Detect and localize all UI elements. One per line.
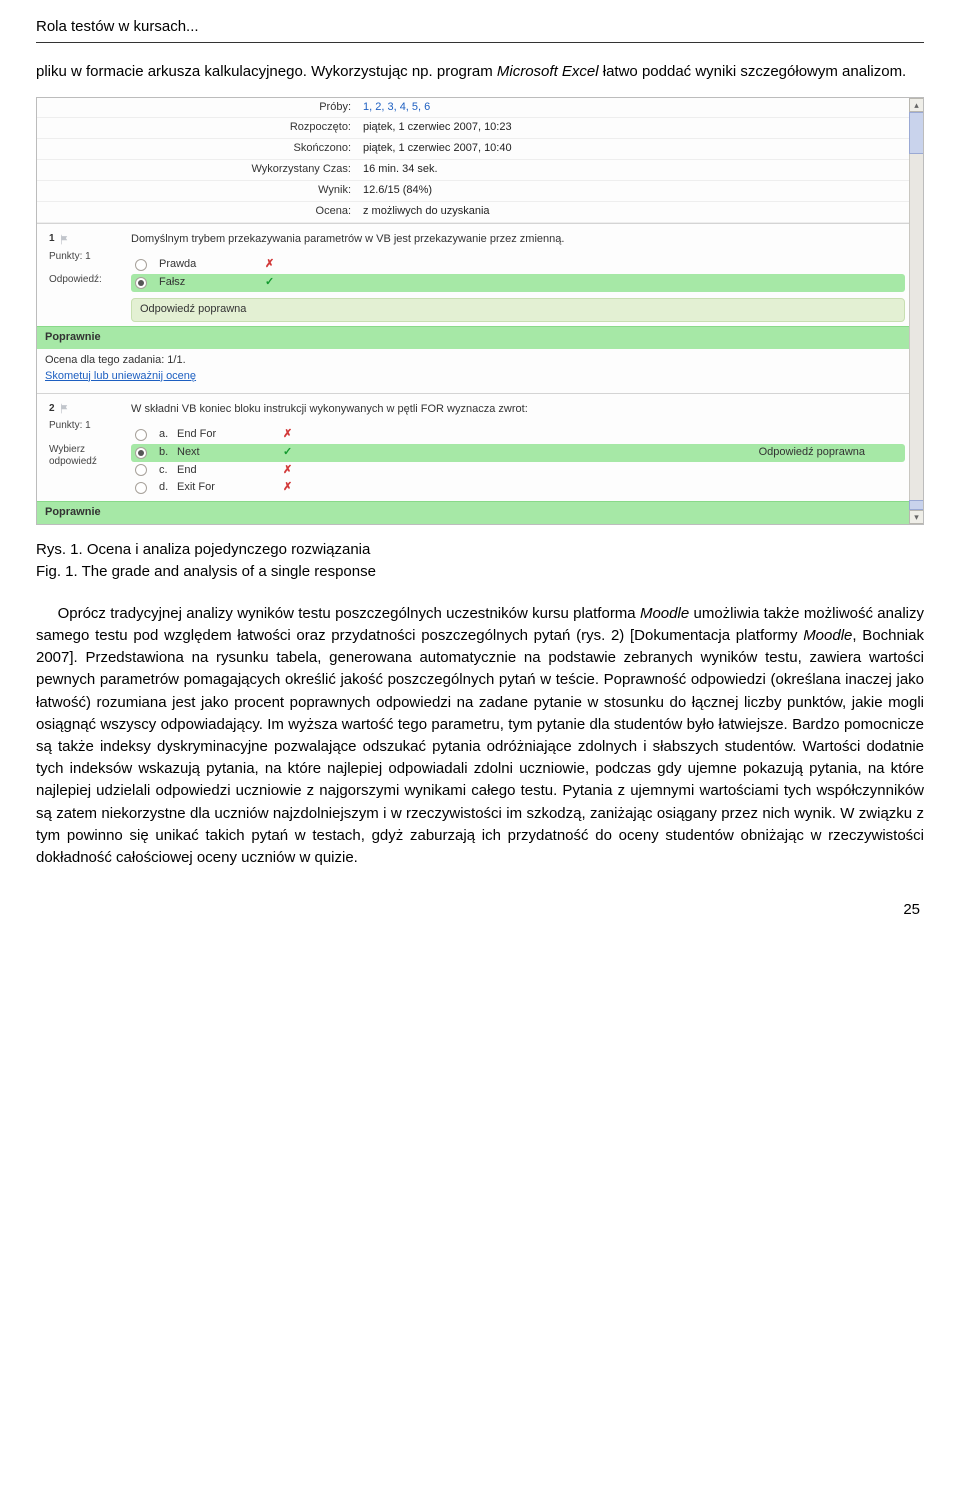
summary-label: Rozpoczęto:: [37, 118, 357, 139]
summary-value: 12.6/15 (84%): [357, 181, 923, 202]
flag-icon[interactable]: [59, 234, 70, 245]
answer-option[interactable]: Fałsz ✓: [131, 274, 905, 292]
option-key: d.: [159, 480, 177, 496]
summary-row: Wykorzystany Czas:16 min. 34 sek.: [37, 160, 923, 181]
answer-option[interactable]: a.End For ✗: [131, 426, 905, 444]
cross-icon: ✗: [283, 480, 292, 496]
answer-option[interactable]: c.End ✗: [131, 462, 905, 480]
option-key: c.: [159, 463, 177, 479]
question-1-number: 1: [49, 232, 119, 247]
q1-points: Punkty: 1: [49, 250, 119, 265]
question-1-meta: 1 Punkty: 1 Odpowiedź:: [37, 224, 127, 326]
screenshot-panel: ▴ ▾ Próby:1, 2, 3, 4, 5, 6Rozpoczęto:pią…: [36, 97, 924, 526]
option-label: End For: [177, 427, 277, 443]
q1-feedback: Odpowiedź poprawna: [131, 298, 905, 322]
q1-correct-bar: Poprawnie: [37, 326, 923, 349]
summary-value[interactable]: 1, 2, 3, 4, 5, 6: [357, 98, 923, 118]
summary-row: Wynik:12.6/15 (84%): [37, 181, 923, 202]
summary-label: Ocena:: [37, 202, 357, 223]
summary-row: Próby:1, 2, 3, 4, 5, 6: [37, 98, 923, 118]
caption-en: Fig. 1. The grade and analysis of a sing…: [36, 561, 924, 583]
q1-after: Ocena dla tego zadania: 1/1. Skometuj lu…: [37, 349, 923, 393]
radio-icon[interactable]: [135, 277, 147, 289]
intro-text-b: łatwo poddać wyniki szczegółowym analizo…: [599, 63, 907, 80]
question-2-meta: 2 Punkty: 1 Wybierz odpowiedź: [37, 394, 127, 502]
radio-icon[interactable]: [135, 447, 147, 459]
radio-icon[interactable]: [135, 259, 147, 271]
intro-paragraph: pliku w formacie arkusza kalkulacyjnego.…: [36, 61, 924, 83]
summary-value: z możliwych do uzyskania: [357, 202, 923, 223]
summary-row: Skończono:piątek, 1 czerwiec 2007, 10:40: [37, 139, 923, 160]
option-label: End: [177, 463, 277, 479]
cross-icon: ✗: [265, 257, 274, 273]
intro-text-a: pliku w formacie arkusza kalkulacyjnego.…: [36, 63, 497, 80]
caption-pl: Rys. 1. Ocena i analiza pojedynczego roz…: [36, 539, 924, 561]
radio-icon[interactable]: [135, 482, 147, 494]
option-key: b.: [159, 445, 177, 461]
option-label: Exit For: [177, 480, 277, 496]
scrollbar-track[interactable]: [909, 98, 923, 525]
q2-num-text: 2: [49, 402, 55, 417]
scroll-down-button[interactable]: ▾: [909, 510, 923, 524]
answer-option[interactable]: Prawda ✗: [131, 256, 905, 274]
summary-label: Wynik:: [37, 181, 357, 202]
radio-icon[interactable]: [135, 464, 147, 476]
check-icon: ✓: [283, 445, 292, 461]
q1-grade-line: Ocena dla tego zadania: 1/1.: [45, 353, 915, 369]
summary-label: Próby:: [37, 98, 357, 118]
q2-correct-bar: Poprawnie: [37, 501, 923, 524]
q2-points: Punkty: 1: [49, 419, 119, 434]
summary-value: piątek, 1 czerwiec 2007, 10:23: [357, 118, 923, 139]
question-2-block: 2 Punkty: 1 Wybierz odpowiedź W składni …: [37, 393, 923, 502]
q1-num-text: 1: [49, 232, 55, 247]
scroll-up-button[interactable]: ▴: [909, 98, 923, 112]
body-paragraph: Oprócz tradycyjnej analizy wyników testu…: [36, 603, 924, 869]
cross-icon: ✗: [283, 463, 292, 479]
cross-icon: ✗: [283, 427, 292, 443]
header-rule: [36, 42, 924, 43]
summary-row: Ocena:z możliwych do uzyskania: [37, 202, 923, 223]
summary-label: Wykorzystany Czas:: [37, 160, 357, 181]
q1-select-label: Odpowiedź:: [49, 274, 119, 286]
check-icon: ✓: [265, 275, 274, 291]
question-1-block: 1 Punkty: 1 Odpowiedź: Domyślnym trybem …: [37, 223, 923, 326]
question-2-number: 2: [49, 402, 119, 417]
page-number: 25: [36, 899, 924, 921]
attempt-summary-table: Próby:1, 2, 3, 4, 5, 6Rozpoczęto:piątek,…: [37, 98, 923, 224]
option-key: a.: [159, 427, 177, 443]
summary-value: piątek, 1 czerwiec 2007, 10:40: [357, 139, 923, 160]
scrollbar-thumb[interactable]: [909, 112, 923, 154]
q1-text: Domyślnym trybem przekazywania parametró…: [131, 232, 905, 248]
summary-value: 16 min. 34 sek.: [357, 160, 923, 181]
comment-grade-link[interactable]: Skometuj lub unieważnij ocenę: [45, 370, 196, 382]
summary-row: Rozpoczęto:piątek, 1 czerwiec 2007, 10:2…: [37, 118, 923, 139]
answer-option[interactable]: d.Exit For ✗: [131, 479, 905, 497]
option-label: Next: [177, 445, 277, 461]
scrollbar-thumb-bottom[interactable]: [909, 500, 923, 510]
answer-option[interactable]: b.Next ✓ Odpowiedź poprawna: [131, 444, 905, 462]
option-label: Prawda: [159, 257, 259, 273]
radio-icon[interactable]: [135, 429, 147, 441]
summary-label: Skończono:: [37, 139, 357, 160]
intro-italic: Microsoft Excel: [497, 63, 599, 80]
q2-text: W składni VB koniec bloku instrukcji wyk…: [131, 402, 905, 418]
q2-select-label: Wybierz odpowiedź: [49, 444, 119, 468]
running-title: Rola testów w kursach...: [36, 16, 924, 38]
figure-caption: Rys. 1. Ocena i analiza pojedynczego roz…: [36, 539, 924, 583]
flag-icon[interactable]: [59, 403, 70, 414]
inline-feedback: Odpowiedź poprawna: [759, 445, 905, 461]
option-label: Fałsz: [159, 275, 259, 291]
